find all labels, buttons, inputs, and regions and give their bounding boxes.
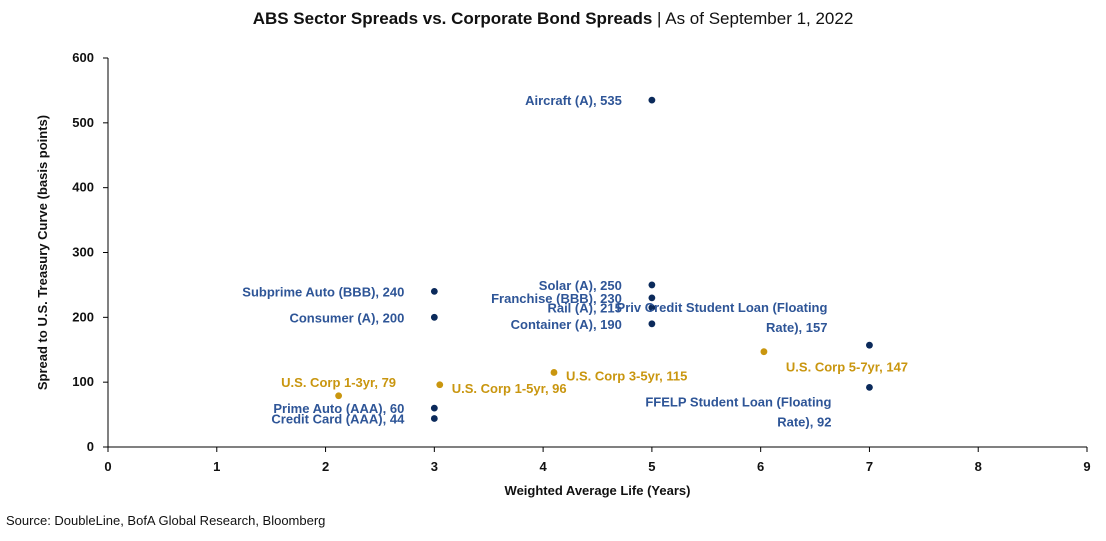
- corp-point-label: U.S. Corp 1-5yr, 96: [452, 381, 567, 396]
- abs-point-label: Subprime Auto (BBB), 240: [242, 284, 404, 299]
- point-label-line: Solar (A), 250: [539, 278, 622, 293]
- abs-point: [430, 313, 438, 321]
- corp-point-label: U.S. Corp 1-3yr, 79: [281, 375, 396, 390]
- point-label-line: Franchise (BBB), 230: [491, 291, 622, 306]
- x-tick-label: 4: [539, 459, 547, 474]
- chart-title: ABS Sector Spreads vs. Corporate Bond Sp…: [253, 9, 854, 28]
- x-tick-label: 9: [1083, 459, 1090, 474]
- point-label-line: Consumer (A), 200: [289, 310, 404, 325]
- x-tick-label: 8: [975, 459, 982, 474]
- y-tick-label: 600: [72, 50, 94, 65]
- x-tick-label: 1: [213, 459, 220, 474]
- point-label-line: Container (A), 190: [511, 317, 622, 332]
- point-label-line: U.S. Corp 3-5yr, 115: [566, 368, 687, 383]
- abs-point-label: Aircraft (A), 535: [525, 93, 622, 108]
- point-label-line: U.S. Corp 1-3yr, 79: [281, 375, 396, 390]
- corp-point-label: U.S. Corp 3-5yr, 115: [566, 368, 687, 383]
- x-tick-label: 6: [757, 459, 764, 474]
- abs-point: [648, 294, 656, 302]
- corp-point: [436, 381, 444, 389]
- x-tick-label: 0: [104, 459, 111, 474]
- y-tick-label: 0: [87, 439, 94, 454]
- corp-point: [335, 392, 343, 400]
- point-label-line: FFELP Student Loan (Floating: [645, 394, 831, 409]
- x-tick-label: 3: [431, 459, 438, 474]
- point-label-line: Aircraft (A), 535: [525, 93, 622, 108]
- chart-title-main: ABS Sector Spreads vs. Corporate Bond Sp…: [253, 9, 653, 28]
- abs-point: [648, 304, 656, 312]
- abs-point-label: Solar (A), 250: [539, 278, 622, 293]
- abs-point-label: Priv Credit Student Loan (Floating Rate),…: [617, 300, 828, 335]
- corp-point: [550, 369, 558, 376]
- chart-title-sub: As of September 1, 2022: [665, 9, 853, 28]
- point-label-line: U.S. Corp 5-7yr, 147: [786, 360, 908, 375]
- chart-title-separator: |: [652, 9, 665, 28]
- point-label-line: Rail (A), 215: [547, 301, 621, 316]
- source-note: Source: DoubleLine, BofA Global Research…: [6, 513, 325, 528]
- x-axis-label: Weighted Average Life (Years): [505, 483, 691, 498]
- y-tick-label: 200: [72, 309, 94, 324]
- point-label-line: Priv Credit Student Loan (Floating: [617, 300, 828, 315]
- data-points: [335, 96, 873, 422]
- abs-point-label: Prime Auto (AAA), 60: [273, 401, 404, 416]
- y-tick-label: 100: [72, 374, 94, 389]
- abs-point: [430, 288, 438, 295]
- abs-point-label: Container (A), 190: [511, 317, 622, 332]
- abs-point-label: Rail (A), 215: [547, 301, 621, 316]
- abs-point: [430, 415, 438, 422]
- y-tick-label: 300: [72, 245, 94, 260]
- x-tick-label: 7: [866, 459, 873, 474]
- point-label-line: Prime Auto (AAA), 60: [273, 401, 404, 416]
- abs-point-label: Credit Card (AAA), 44: [271, 411, 405, 426]
- point-label-line: Rate), 92: [777, 414, 831, 429]
- abs-point: [648, 96, 656, 104]
- abs-point: [430, 404, 438, 412]
- x-tick-label: 2: [322, 459, 329, 474]
- corp-point-label: U.S. Corp 5-7yr, 147: [786, 360, 908, 375]
- abs-point-label: FFELP Student Loan (Floating Rate), 92: [645, 394, 831, 429]
- abs-point-label: Consumer (A), 200: [289, 310, 404, 325]
- point-label-line: Subprime Auto (BBB), 240: [242, 284, 404, 299]
- y-tick-label: 400: [72, 180, 94, 195]
- tick-labels: 0 1 2 3 4 5 6 7 8 9 0 100 200 300 400 500 600: [72, 50, 1090, 474]
- abs-point: [648, 320, 656, 328]
- data-labels: Aircraft (A), 535 Solar (A), 250Franchise…: [242, 93, 908, 429]
- point-label-line: Credit Card (AAA), 44: [271, 411, 405, 426]
- axes: [103, 57, 1088, 452]
- point-label-line: U.S. Corp 1-5yr, 96: [452, 381, 567, 396]
- corp-point: [760, 348, 768, 356]
- abs-point: [866, 383, 873, 391]
- abs-point: [648, 281, 656, 289]
- y-tick-label: 500: [72, 115, 94, 130]
- abs-point-label: Franchise (BBB), 230: [491, 291, 622, 306]
- abs-point: [866, 341, 873, 349]
- point-label-line: Rate), 157: [766, 320, 827, 335]
- x-tick-label: 5: [648, 459, 655, 474]
- y-axis-label: Spread to U.S. Treasury Curve (basis poi…: [35, 115, 50, 390]
